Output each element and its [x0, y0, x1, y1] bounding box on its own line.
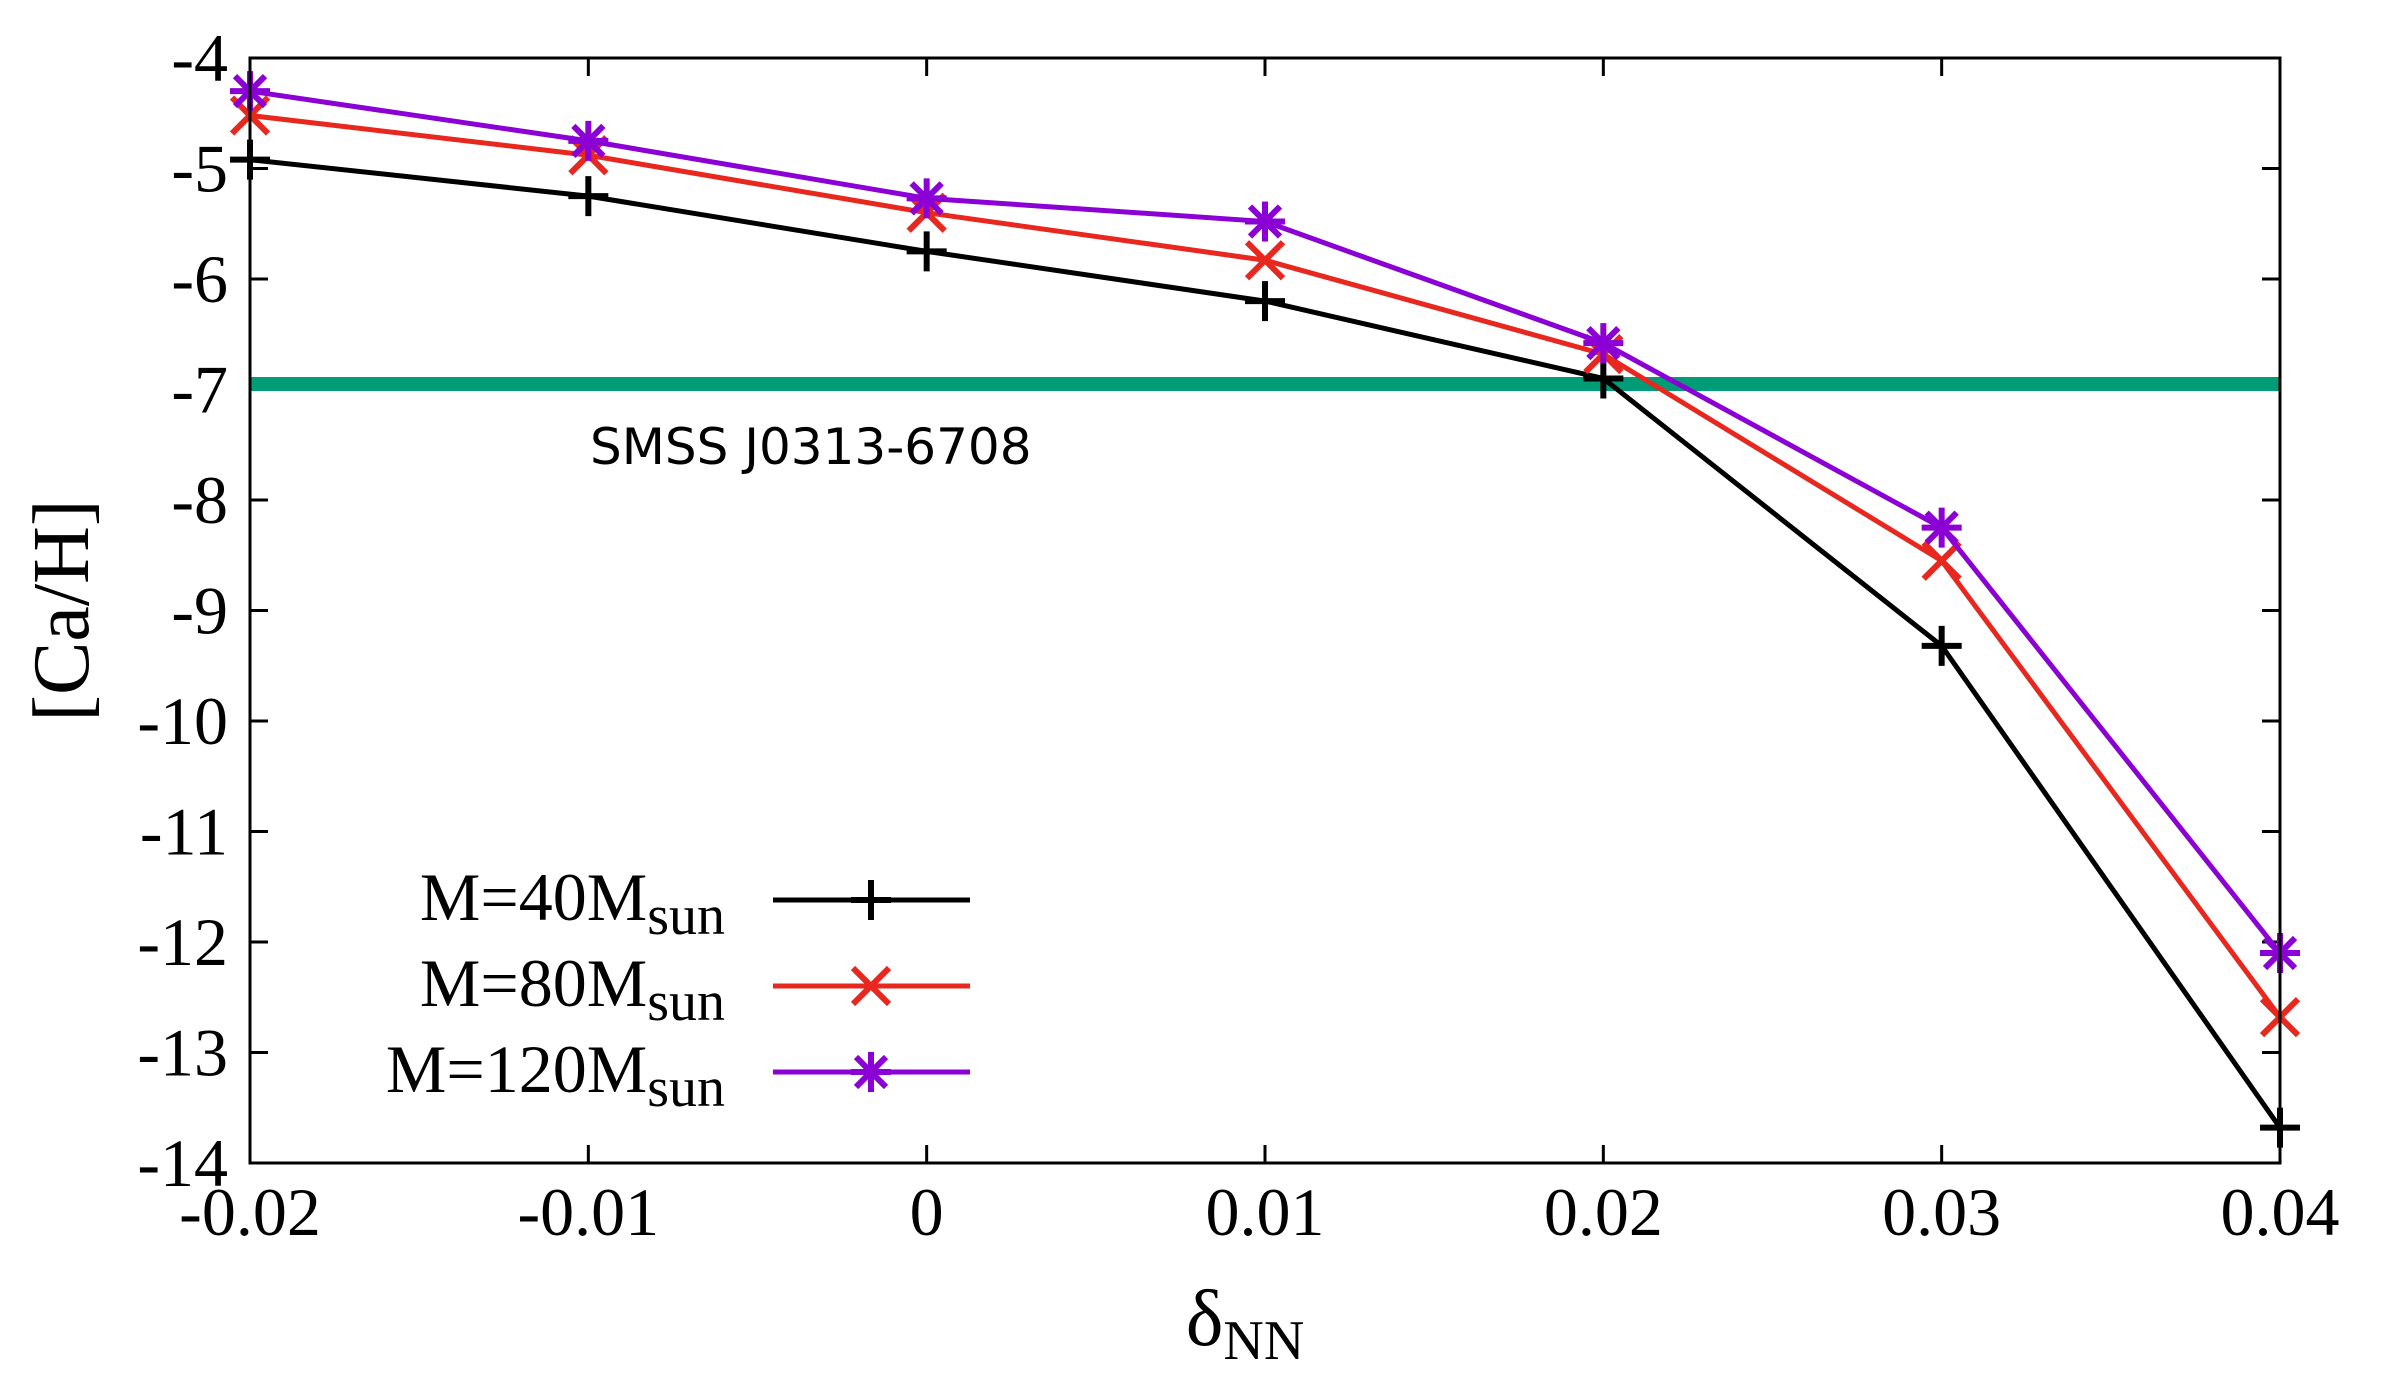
legend-label: M=40Msun	[420, 859, 725, 947]
data-point	[1921, 540, 1962, 581]
plot-frame	[248, 56, 2282, 1165]
data-point	[1244, 240, 1286, 281]
x-axis-label: δNN	[1186, 1275, 1305, 1372]
y-tick-label: -12	[137, 904, 228, 980]
x-axis-label-subscript: NN	[1223, 1310, 1304, 1372]
y-tick-label: -7	[171, 352, 228, 428]
y-tick-label: -13	[137, 1015, 228, 1091]
data-point	[1921, 507, 1962, 548]
data-point	[1921, 625, 1962, 666]
x-tick-label: 0	[910, 1174, 944, 1250]
y-axis-label: [Ca/H]	[18, 499, 106, 721]
legend-label: M=80Msun	[420, 945, 725, 1033]
x-tick-label: 0.03	[1882, 1174, 2001, 1250]
reference-line-label: SMSS J0313-6708	[590, 418, 1032, 476]
y-tick-label: -10	[137, 683, 228, 759]
x-tick-label: 0.01	[1206, 1174, 1325, 1250]
data-point	[1583, 358, 1624, 399]
data-point	[906, 178, 947, 219]
axes-layer: -4 -5 -6 -7 -8 -9 -10 -11 -12 -13 -14-0.02 -0.01 0 0.…	[137, 20, 2339, 1250]
x-axis-label-main: δ	[1186, 1275, 1224, 1363]
y-tick-label: -14	[137, 1125, 228, 1201]
legend-entry: M=40Msun	[420, 859, 970, 947]
data-point	[851, 1052, 891, 1092]
data-point	[1583, 323, 1624, 364]
y-tick-label: -9	[171, 573, 228, 649]
data-point	[851, 880, 891, 920]
data-point	[850, 965, 892, 1007]
legend-label: M=120Msun	[386, 1031, 725, 1119]
legend-entry: M=80Msun	[420, 945, 970, 1033]
y-tick-label: -4	[171, 20, 228, 96]
x-tick-label: -0.01	[518, 1174, 660, 1250]
x-tick-label: -0.02	[179, 1174, 321, 1250]
data-point	[1245, 281, 1285, 322]
data-point	[568, 120, 609, 161]
data-point	[568, 176, 609, 217]
data-point	[906, 231, 947, 272]
y-tick-label: -11	[140, 794, 228, 870]
series-2	[230, 71, 2300, 974]
y-tick-label: -8	[171, 462, 228, 538]
legend-entry: M=120Msun	[386, 1031, 970, 1119]
data-point	[1245, 201, 1285, 242]
x-tick-label: 0.04	[2221, 1174, 2340, 1250]
y-tick-label: -6	[171, 241, 228, 317]
y-tick-label: -5	[171, 131, 228, 207]
x-tick-label: 0.02	[1544, 1174, 1663, 1250]
